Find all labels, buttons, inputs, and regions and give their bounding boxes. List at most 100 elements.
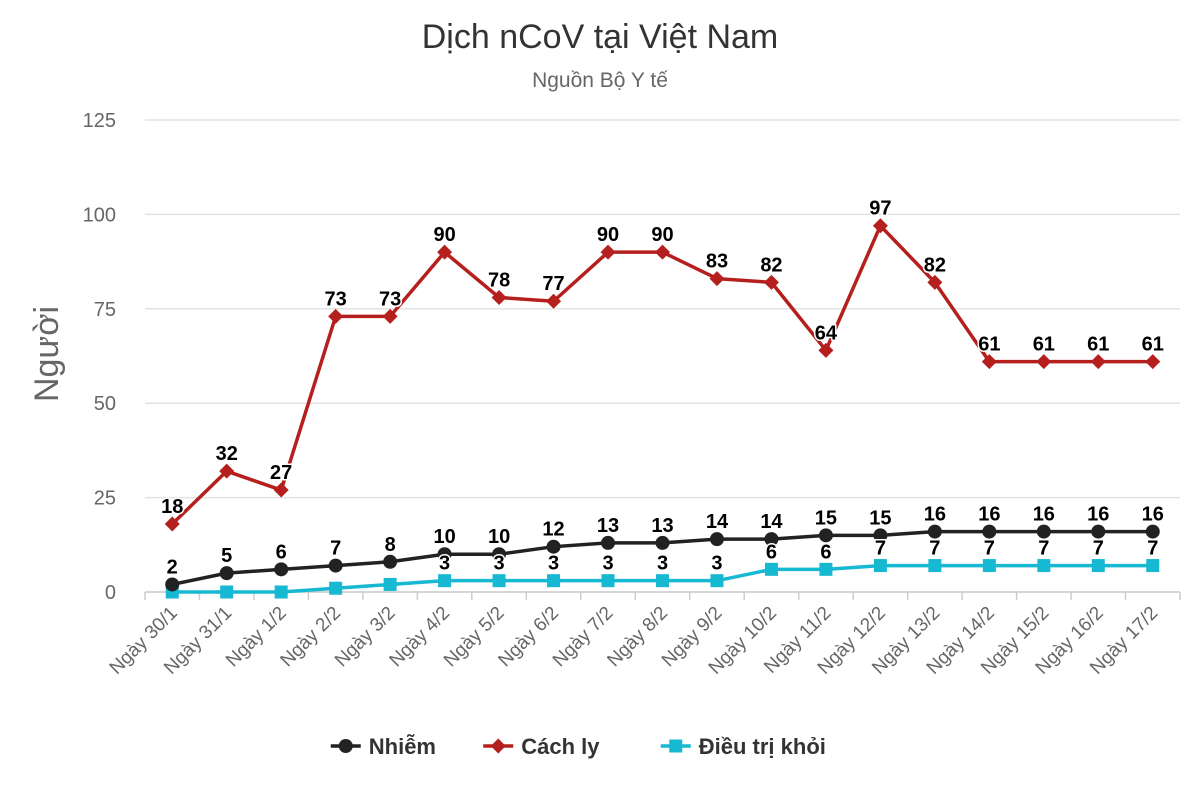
data-point	[1146, 559, 1160, 573]
data-label: 3	[711, 553, 722, 575]
data-point	[382, 308, 398, 324]
y-tick-label: 100	[83, 204, 116, 226]
data-label: 73	[379, 288, 401, 310]
data-point	[1090, 354, 1106, 370]
data-label: 61	[1142, 334, 1164, 356]
data-point	[437, 244, 453, 260]
data-point	[274, 562, 289, 577]
data-label: 90	[597, 224, 619, 246]
data-label: 3	[548, 553, 559, 575]
data-label: 13	[597, 515, 619, 537]
data-point	[219, 566, 234, 581]
data-label: 64	[815, 322, 838, 344]
data-label: 78	[488, 269, 510, 291]
data-point	[764, 532, 779, 547]
data-label: 61	[1087, 334, 1109, 356]
data-label: 10	[433, 526, 455, 548]
data-label: 10	[488, 526, 510, 548]
data-point	[710, 574, 724, 588]
chart-subtitle: Nguồn Bộ Y tế	[532, 69, 668, 92]
data-point	[1145, 354, 1161, 370]
data-label: 7	[1093, 538, 1104, 560]
data-label: 90	[651, 224, 673, 246]
data-label: 3	[439, 553, 450, 575]
data-label: 3	[602, 553, 613, 575]
data-point	[164, 516, 180, 532]
y-axis-label: Người	[28, 306, 66, 402]
data-point	[328, 308, 344, 324]
data-point	[274, 585, 288, 599]
legend[interactable]: Nhiễm Cách ly Điều trị khỏi	[330, 734, 826, 759]
data-point	[546, 539, 561, 554]
data-point	[383, 554, 398, 569]
data-label: 16	[924, 504, 946, 526]
data-label: 7	[929, 538, 940, 560]
y-tick-label: 25	[94, 488, 116, 510]
legend-item-2[interactable]: Điều trị khỏi	[660, 734, 826, 759]
data-label: 7	[1147, 538, 1158, 560]
data-point	[1091, 559, 1105, 573]
data-labels: 25 6 7 8 10 10 12 13 13 14 14 15 15 16 16 16 16 161832277…	[160, 196, 1166, 580]
legend-label: Nhiễm	[369, 734, 436, 759]
data-point	[601, 574, 615, 588]
data-label: 6	[276, 541, 287, 563]
series-line	[171, 223, 1153, 526]
data-label: 16	[1142, 504, 1164, 526]
data-point	[927, 274, 943, 290]
data-point	[819, 562, 833, 576]
series-1	[164, 218, 1161, 532]
data-label: 82	[760, 254, 782, 276]
y-axis-ticks: 0 25 50 75 100 125	[83, 110, 116, 604]
data-point	[546, 293, 562, 309]
data-point	[763, 274, 779, 290]
data-label: 7	[330, 538, 341, 560]
y-tick-label: 0	[105, 582, 116, 604]
data-point	[818, 528, 833, 543]
legend-label: Điều trị khỏi	[699, 734, 826, 759]
data-point	[982, 559, 996, 573]
data-label: 16	[1033, 504, 1055, 526]
data-point	[600, 244, 616, 260]
data-point	[601, 535, 616, 550]
legend-item-0[interactable]: Nhiễm	[330, 734, 436, 759]
data-point	[437, 547, 452, 562]
data-point	[1091, 524, 1106, 539]
data-point	[927, 524, 942, 539]
data-label: 7	[984, 538, 995, 560]
data-label: 7	[875, 538, 886, 560]
data-label: 82	[924, 254, 946, 276]
data-label: 14	[760, 511, 783, 533]
data-label: 3	[494, 553, 505, 575]
data-label: 15	[815, 507, 837, 529]
data-point	[656, 574, 669, 588]
legend-label: Cách ly	[521, 734, 600, 759]
data-label: 27	[270, 462, 292, 484]
data-point	[329, 581, 343, 595]
legend-marker	[338, 739, 353, 753]
legend-item-1[interactable]: Cách ly	[483, 734, 600, 759]
data-point	[491, 289, 507, 305]
data-point	[873, 559, 887, 573]
data-point	[220, 585, 234, 599]
data-label: 32	[216, 443, 238, 465]
series-layer	[164, 218, 1161, 599]
legend-marker	[490, 738, 506, 754]
y-tick-label: 50	[94, 393, 116, 415]
data-label: 15	[869, 507, 891, 529]
data-label: 77	[542, 273, 564, 295]
data-point	[709, 271, 725, 287]
data-label: 73	[325, 288, 347, 310]
series-2	[165, 559, 1160, 599]
data-label: 16	[1087, 504, 1109, 526]
data-label: 16	[978, 504, 1000, 526]
data-point	[655, 244, 670, 260]
data-label: 61	[1033, 334, 1055, 356]
data-label: 18	[161, 496, 183, 518]
data-label: 13	[651, 515, 673, 537]
data-point	[492, 574, 506, 588]
data-label: 6	[820, 541, 831, 563]
series-0	[165, 524, 1160, 592]
data-point	[438, 574, 452, 588]
